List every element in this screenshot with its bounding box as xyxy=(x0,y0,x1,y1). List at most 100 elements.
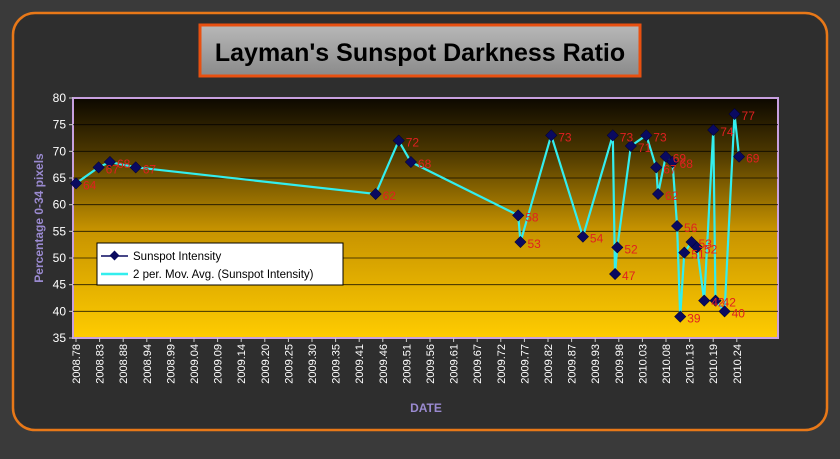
data-point-5 xyxy=(392,134,405,147)
data-label-17: 62 xyxy=(665,189,679,203)
legend: Sunspot Intensity 2 per. Mov. Avg. (Suns… xyxy=(96,242,344,286)
data-point-25 xyxy=(698,294,711,307)
data-point-15 xyxy=(640,129,653,142)
data-point-7 xyxy=(512,209,525,222)
data-label-2: 68 xyxy=(117,157,131,171)
data-label-19: 68 xyxy=(680,157,694,171)
y-axis-title: Percentage 0-34 pixels xyxy=(32,153,46,283)
data-label-29: 77 xyxy=(742,109,756,123)
data-label-11: 73 xyxy=(620,130,634,144)
data-point-20 xyxy=(671,219,684,233)
data-label-26: 74 xyxy=(720,125,734,139)
data-point-19 xyxy=(666,155,679,169)
y-tick-label-70: 70 xyxy=(53,144,67,158)
x-tick-label-13: 2009.46 xyxy=(378,344,390,384)
x-tick-label-3: 2008.94 xyxy=(142,344,154,384)
data-label-0: 64 xyxy=(83,178,97,192)
data-point-21 xyxy=(674,310,687,323)
data-label-3: 67 xyxy=(143,162,157,176)
data-point-16 xyxy=(650,161,663,174)
data-label-20: 56 xyxy=(684,221,698,235)
legend-label-moving-avg: 2 per. Mov. Avg. (Sunspot Intensity) xyxy=(133,269,314,281)
legend-label-intensity: Sunspot Intensity xyxy=(133,251,221,263)
plot-area xyxy=(72,97,779,339)
y-axis-ticks: 35 40 45 50 55 60 65 70 75 80 xyxy=(53,91,73,345)
data-point-27 xyxy=(709,294,722,307)
x-tick-label-18: 2009.72 xyxy=(496,344,508,384)
data-label-8: 53 xyxy=(527,237,541,251)
title-box xyxy=(198,23,642,78)
x-tick-label-17: 2009.67 xyxy=(472,344,484,384)
x-tick-label-16: 2009.61 xyxy=(449,344,461,384)
x-tick-label-21: 2009.87 xyxy=(567,344,579,384)
data-label-9: 73 xyxy=(558,130,572,144)
x-tick-label-14: 2009.51 xyxy=(401,344,413,384)
data-point-22 xyxy=(678,246,691,259)
data-label-13: 52 xyxy=(624,242,638,256)
y-tick-label-40: 40 xyxy=(53,304,67,318)
data-point-30 xyxy=(733,150,746,163)
x-axis-ticks: 2008.78 2008.83 2008.88 2008.94 2008.99 2009.… xyxy=(71,338,744,384)
legend-box xyxy=(96,242,344,286)
data-label-23: 53 xyxy=(699,237,713,251)
data-label-12: 47 xyxy=(622,269,636,283)
data-label-10: 54 xyxy=(590,232,604,246)
y-tick-label-60: 60 xyxy=(53,198,67,212)
data-point-4 xyxy=(369,187,382,201)
data-point-13 xyxy=(611,241,624,254)
x-tick-label-7: 2009.14 xyxy=(236,344,248,384)
data-point-24 xyxy=(690,241,703,254)
data-point-28 xyxy=(718,305,731,318)
x-tick-label-5: 2009.04 xyxy=(189,344,201,384)
y-tick-label-55: 55 xyxy=(53,224,67,238)
data-point-6 xyxy=(404,155,417,169)
x-tick-label-12: 2009.41 xyxy=(354,344,366,384)
x-axis-title: DATE xyxy=(410,401,442,415)
data-label-15: 73 xyxy=(653,130,667,144)
series-layer xyxy=(69,107,746,323)
y-tick-label-65: 65 xyxy=(53,171,67,185)
y-tick-label-75: 75 xyxy=(53,118,67,132)
data-label-21: 39 xyxy=(687,312,701,326)
x-tick-label-19: 2009.77 xyxy=(519,344,531,384)
data-point-10 xyxy=(576,230,589,243)
x-tick-label-1: 2008.83 xyxy=(95,344,107,384)
data-label-5: 72 xyxy=(406,136,420,150)
data-label-7: 58 xyxy=(525,210,539,224)
x-tick-label-28: 2010.24 xyxy=(732,344,744,384)
data-point-14 xyxy=(624,139,637,153)
x-tick-label-10: 2009.30 xyxy=(307,344,319,384)
data-label-28: 40 xyxy=(732,306,746,320)
data-point-11 xyxy=(606,129,619,142)
x-tick-label-15: 2009.56 xyxy=(425,344,437,384)
data-label-25: 42 xyxy=(711,296,725,310)
data-point-29 xyxy=(728,107,741,121)
y-tick-label-50: 50 xyxy=(53,251,67,265)
data-point-18 xyxy=(659,150,672,163)
data-label-18: 69 xyxy=(673,152,687,166)
data-point-26 xyxy=(707,123,720,137)
x-tick-label-6: 2009.09 xyxy=(213,344,225,384)
data-point-9 xyxy=(545,129,558,142)
x-tick-label-20: 2009.82 xyxy=(543,344,555,384)
y-tick-label-35: 35 xyxy=(53,331,67,345)
data-point-12 xyxy=(609,267,622,281)
chart-title: Layman's Sunspot Darkness Ratio xyxy=(215,39,625,67)
x-tick-label-0: 2008.78 xyxy=(71,344,83,384)
x-tick-label-9: 2009.25 xyxy=(283,344,295,384)
data-label-22: 51 xyxy=(691,248,705,262)
data-label-27: 42 xyxy=(723,296,737,310)
data-point-8 xyxy=(514,235,527,249)
x-tick-label-8: 2009.20 xyxy=(260,344,272,384)
x-tick-label-27: 2010.19 xyxy=(708,344,720,384)
data-label-4: 62 xyxy=(383,189,397,203)
data-point-1 xyxy=(92,161,105,174)
x-tick-label-24: 2010.03 xyxy=(637,344,649,384)
x-tick-label-26: 2010.13 xyxy=(685,344,697,384)
data-label-30: 69 xyxy=(746,152,760,166)
x-tick-label-4: 2008.99 xyxy=(165,344,177,384)
data-label-24: 52 xyxy=(704,242,718,256)
